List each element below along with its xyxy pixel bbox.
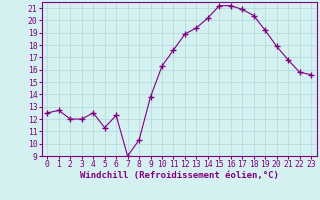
X-axis label: Windchill (Refroidissement éolien,°C): Windchill (Refroidissement éolien,°C) xyxy=(80,171,279,180)
